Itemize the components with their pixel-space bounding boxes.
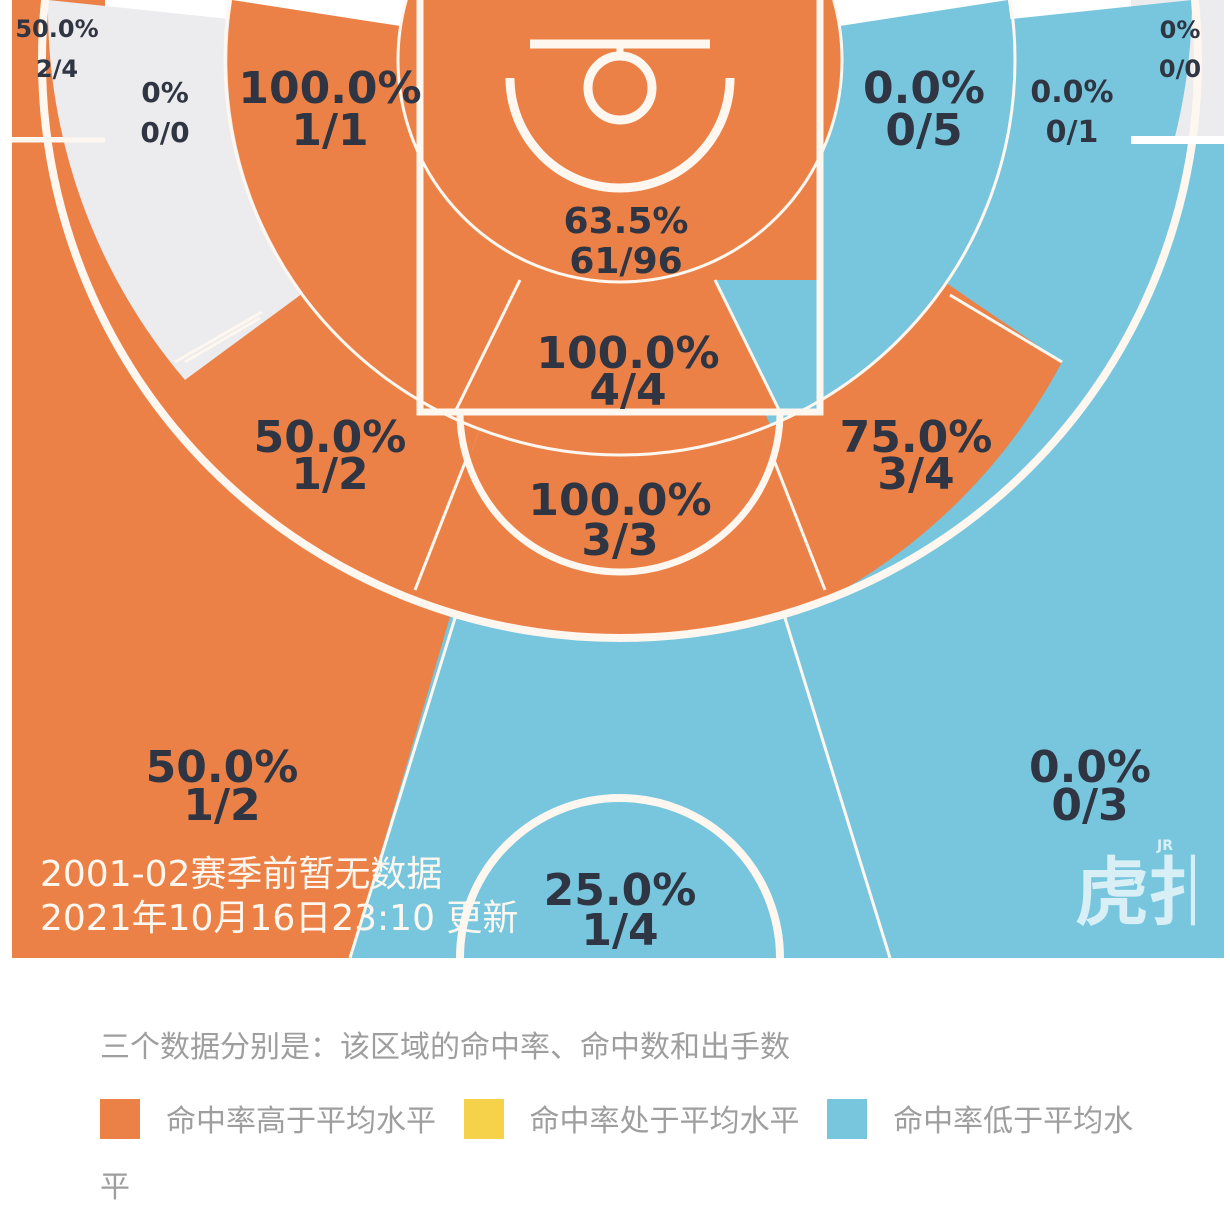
label-right-wing-3-frac: 0/3 [1051, 780, 1128, 831]
label-right-baseline-mid-pct: 0.0% [863, 63, 985, 114]
label-right-corner-3-frac: 0/0 [1159, 55, 1201, 83]
label-restricted-area-pct: 63.5% [564, 201, 689, 242]
label-left-wing-3-frac: 1/2 [183, 780, 260, 831]
label-top-key-3-pct: 25.0% [544, 865, 697, 916]
label-left-corner-3-pct: 50.0% [15, 15, 98, 43]
label-right-wing-3-pct: 0.0% [1029, 742, 1151, 793]
zone-restricted-area [398, 0, 842, 282]
legend-description: 三个数据分别是：该区域的命中率、命中数和出手数 [100, 1030, 790, 1065]
label-top-key-mid-frac: 3/3 [581, 515, 658, 566]
label-right-elbow-frac: 3/4 [877, 449, 954, 500]
label-left-elbow-pct: 50.0% [254, 412, 407, 463]
label-left-baseline-mid-pct: 100.0% [238, 63, 421, 114]
label-paint-pct: 100.0% [536, 328, 719, 379]
update-timestamp: 2021年10月16日23:10 更新 [40, 898, 519, 939]
legend: 三个数据分别是：该区域的命中率、命中数和出手数 命中率高于平均水平 命中率处于平… [100, 1025, 1140, 1221]
legend-item-average: 命中率处于平均水平 [463, 1099, 828, 1139]
legend-item-above: 命中率高于平均水平 [100, 1099, 464, 1139]
hupu-logo-icon: 虎扑 JR [1075, 830, 1223, 936]
label-restricted-area-frac: 61/96 [569, 241, 682, 282]
label-right-wing-long-2-pct: 0.0% [1030, 75, 1113, 110]
svg-text:JR: JR [1156, 838, 1173, 854]
label-paint-frac: 4/4 [589, 365, 666, 416]
label-right-corner-3-pct: 0% [1160, 16, 1201, 44]
label-right-baseline-mid-frac: 0/5 [885, 105, 962, 156]
label-right-wing-long-2-frac: 0/1 [1046, 115, 1099, 150]
svg-text:虎扑: 虎扑 [1075, 850, 1195, 930]
label-top-key-3-frac: 1/4 [581, 905, 658, 956]
shot-chart-court: 50.0% 2/4 0% 0/0 100.0% 1/1 63.5% 61/96 … [12, 0, 1224, 959]
legend-item-below: 命中率低于平均水平 [100, 1099, 1133, 1205]
label-right-elbow-pct: 75.0% [840, 412, 993, 463]
label-top-key-mid-pct: 100.0% [528, 475, 711, 526]
label-left-wing-long-2-pct: 0% [141, 76, 189, 109]
legend-swatch-above [100, 1099, 140, 1139]
label-left-corner-3-frac: 2/4 [36, 55, 78, 83]
label-left-wing-long-2-frac: 0/0 [140, 116, 189, 149]
label-left-elbow-frac: 1/2 [291, 449, 368, 500]
legend-swatch-average [463, 1099, 504, 1139]
legend-swatch-below [827, 1099, 868, 1139]
no-data-note: 2001-02赛季前暂无数据 [40, 854, 443, 895]
label-left-wing-3-pct: 50.0% [146, 742, 299, 793]
label-left-baseline-mid-frac: 1/1 [291, 105, 368, 156]
